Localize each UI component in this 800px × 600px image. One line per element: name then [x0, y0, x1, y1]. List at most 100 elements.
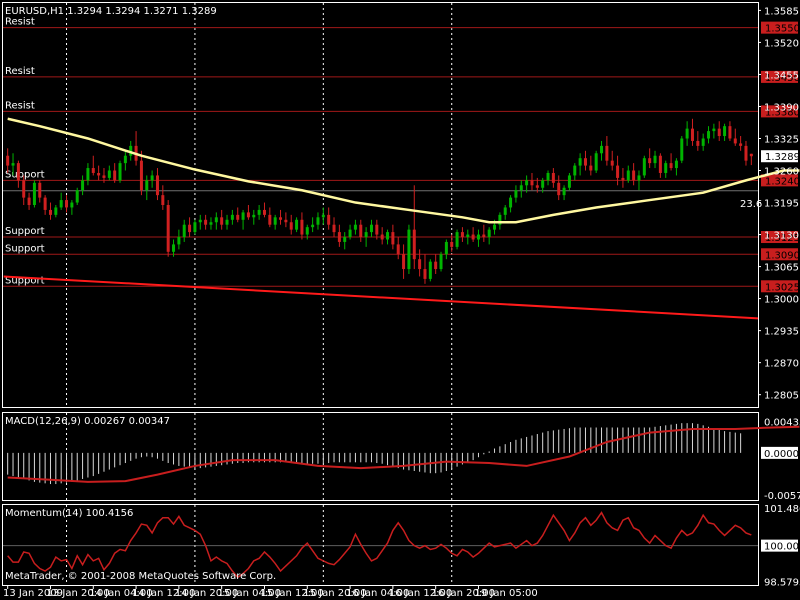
momentum-day-separator-grid	[66, 505, 453, 585]
candle-body	[391, 232, 395, 245]
level-badge-text: 1.3380	[765, 107, 800, 118]
candle-body	[22, 180, 26, 198]
candle-body	[658, 155, 662, 173]
momentum-path	[7, 511, 752, 579]
price-tick-label: 1.3325	[764, 134, 799, 145]
level-label: Resist	[5, 66, 35, 77]
candle-body	[311, 224, 315, 228]
time-tick-label: 14 Jan 04:00	[89, 588, 152, 599]
candle-body	[701, 138, 705, 146]
candle-body	[155, 175, 159, 196]
candle-body	[541, 180, 545, 188]
candle-body	[327, 214, 331, 225]
momentum-tick-label: 100.0000	[764, 542, 800, 553]
macd-zero-badge	[761, 446, 798, 459]
candle-body	[59, 200, 63, 208]
candle-body	[86, 168, 90, 181]
candle-body	[102, 175, 106, 178]
price-tick-label: 1.3000	[764, 295, 799, 306]
candle-body	[305, 227, 309, 235]
candle-body	[583, 158, 587, 166]
candle-body	[295, 219, 299, 230]
candle-body	[48, 209, 52, 215]
copyright-text: MetaTrader, © 2001-2008 MetaQuotes Softw…	[5, 571, 276, 582]
candle-body	[567, 175, 571, 188]
price-tick-label: 1.3585	[764, 6, 799, 17]
candle-body	[209, 222, 213, 225]
candle-body	[530, 180, 534, 186]
candle-body	[252, 214, 256, 218]
level-badge-text: 1.3125	[765, 233, 800, 244]
candle-body	[198, 219, 202, 223]
candle-body	[75, 190, 79, 203]
candle-body	[471, 234, 475, 240]
macd-axis: 0.00435 0.0000 -0.00578	[761, 417, 800, 502]
candle-body	[27, 197, 31, 205]
candle-body	[123, 155, 127, 164]
candle-body	[145, 180, 149, 191]
candle-body	[439, 254, 443, 270]
candle-body	[279, 217, 283, 220]
fib-label: 23.6	[740, 199, 762, 210]
candle-body	[321, 214, 325, 218]
candle-body	[733, 138, 737, 144]
candle-body	[268, 214, 272, 225]
candle-body	[70, 202, 74, 208]
time-tick-label: 15 Jan 20:00	[303, 588, 366, 599]
macd-panel[interactable]: 0.00435 0.0000 -0.00578 MACD(12,26,9) 0.00…	[2, 412, 800, 502]
trendline[interactable]	[3, 275, 759, 320]
candle-body	[353, 224, 357, 230]
candle-body	[161, 195, 165, 205]
macd-histogram	[7, 423, 742, 485]
candle-body	[487, 229, 491, 238]
price-tick-label: 1.3195	[764, 199, 799, 210]
candle-body	[514, 190, 518, 198]
candle-body	[129, 145, 133, 156]
momentum-panel[interactable]: 101.4866 100.0000 98.5793 Momentum(14) 100…	[2, 504, 800, 589]
macd-tick-label: 0.00435	[764, 417, 800, 428]
candle-body	[65, 200, 69, 208]
price-tick-label: 1.3260	[764, 167, 799, 178]
candle-body	[444, 241, 448, 255]
candle-body	[81, 180, 85, 191]
candle-body	[664, 163, 668, 173]
candle-body	[118, 163, 122, 181]
candle-body	[428, 261, 432, 279]
candle-body	[669, 163, 673, 169]
candle-body	[369, 224, 373, 233]
trendline-path[interactable]	[3, 275, 759, 320]
level-badge-text: 1.3240	[765, 176, 800, 187]
candle-body	[610, 160, 614, 166]
time-tick-label: 14 Jan 12:00	[132, 588, 195, 599]
moving-average-line	[7, 117, 800, 224]
candle-body	[289, 222, 293, 230]
level-label: Support	[5, 226, 45, 237]
candle-body	[696, 140, 700, 146]
candle-body	[642, 158, 646, 176]
candle-body	[749, 153, 753, 157]
candle-body	[337, 232, 341, 242]
candle-body	[412, 229, 416, 260]
candle-body	[380, 234, 384, 240]
candle-body	[712, 128, 716, 132]
candle-body	[38, 182, 42, 198]
level-label: Support	[5, 243, 45, 254]
candle-body	[364, 232, 368, 238]
price-chart-panel[interactable]: Resist 1.3550 Resist 1.3450 Resist 1.3380 Supp…	[2, 2, 800, 408]
candle-body	[6, 155, 10, 166]
level-badge-text: 1.3550	[765, 24, 800, 35]
candle-body	[482, 234, 486, 238]
candle-body	[32, 182, 36, 205]
candle-body	[562, 187, 566, 196]
level-badge	[761, 105, 798, 118]
candle-body	[348, 229, 352, 238]
candle-body	[16, 163, 20, 181]
candle-body	[246, 212, 250, 218]
candle-body	[193, 222, 197, 233]
momentum-baseline-badge	[761, 539, 798, 552]
momentum-title: Momentum(14) 100.4156	[5, 508, 133, 519]
candle-body	[450, 241, 454, 247]
support-resistance-levels[interactable]: Resist 1.3550 Resist 1.3450 Resist 1.3380 Supp…	[3, 17, 800, 294]
